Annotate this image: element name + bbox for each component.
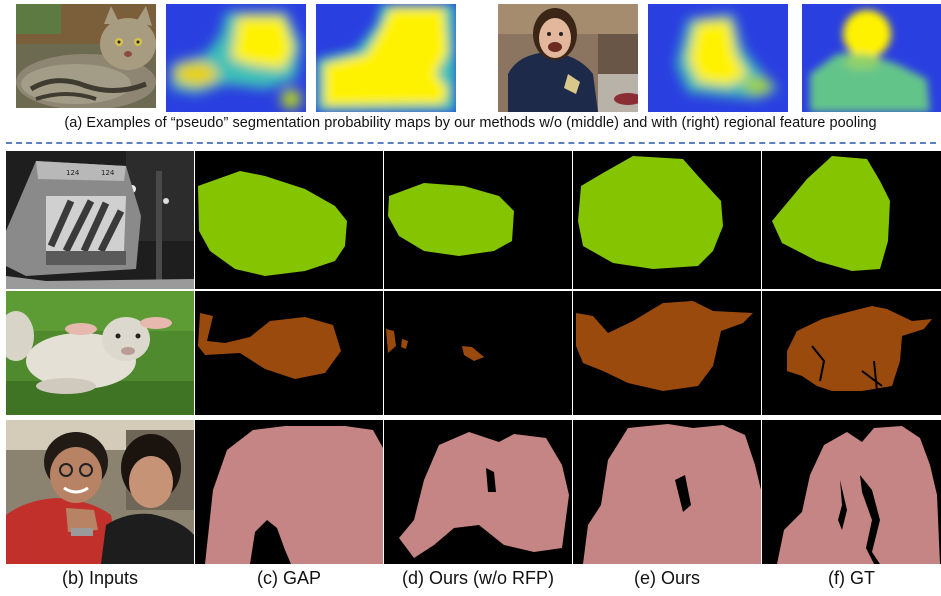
column-label-ours: (e) Ours	[633, 568, 700, 588]
column-label-gap: (c) GAP	[256, 568, 321, 588]
sheep-gt-mask	[762, 291, 941, 415]
cat-heatmap-without-rfp	[166, 4, 306, 112]
column-label-ours-without-rfp: (d) Ours (w/o RFP)	[401, 568, 554, 588]
train-ours-without-rfp-mask	[384, 151, 572, 289]
column-label-inputs: (b) Inputs	[61, 568, 139, 588]
sheep-gap-mask	[195, 291, 383, 415]
svg-text:124: 124	[66, 169, 80, 177]
sheep-input-image	[6, 291, 194, 415]
persons-ours-without-rfp-mask	[384, 420, 572, 564]
persons-gt-mask	[762, 420, 941, 564]
persons-input-image	[6, 420, 194, 564]
sheep-ours-mask	[573, 291, 761, 415]
train-gap-mask	[195, 151, 383, 289]
person-heatmap-without-rfp	[648, 4, 788, 112]
train-input-image: 124 124	[6, 151, 194, 289]
caption-a: (a) Examples of “pseudo” segmentation pr…	[64, 115, 877, 131]
svg-text:124: 124	[101, 169, 115, 177]
cat-input-image	[16, 4, 156, 108]
persons-gap-mask	[195, 420, 383, 564]
section-divider	[6, 142, 936, 144]
column-label-gt: (f) GT	[828, 568, 875, 588]
person-input-image	[498, 4, 638, 112]
train-ours-mask	[573, 151, 761, 289]
persons-ours-mask	[573, 420, 761, 564]
train-gt-mask	[762, 151, 941, 289]
sheep-ours-without-rfp-mask	[384, 291, 572, 415]
person-heatmap-with-rfp	[802, 4, 941, 112]
cat-heatmap-with-rfp	[316, 4, 456, 112]
